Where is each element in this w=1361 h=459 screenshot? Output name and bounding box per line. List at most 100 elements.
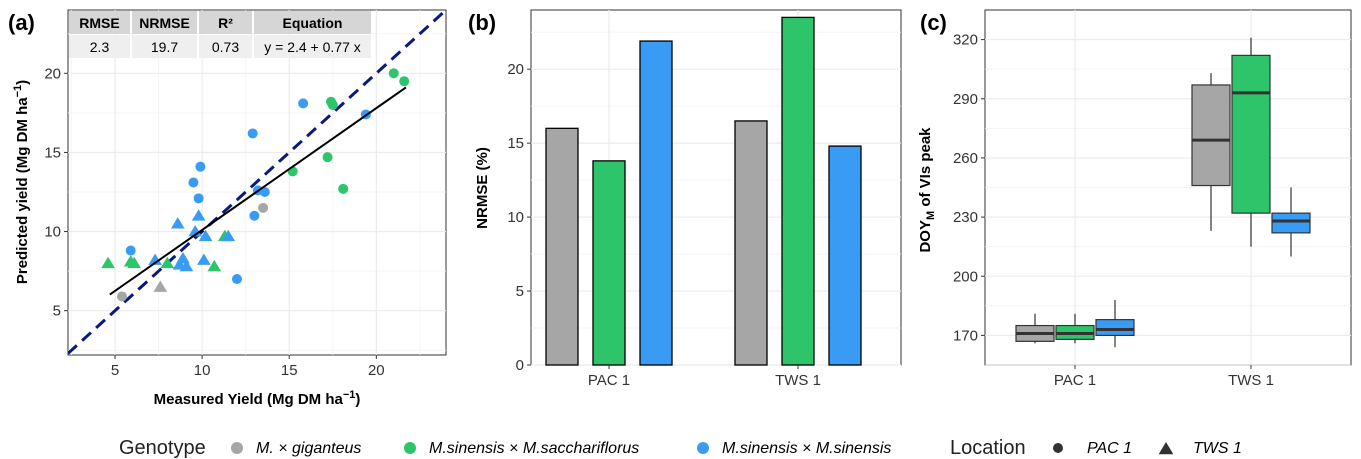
table-value-cell [199,35,252,58]
x-tick-label: TWS 1 [775,372,821,389]
table-value: 19.7 [151,39,178,55]
panel-b-axes: 0 5 10 15 20 PAC 1 TWS 1 [507,61,821,389]
y-tick-label: 260 [953,150,978,167]
bar [639,40,673,366]
panel-a-label: (a) [8,10,35,35]
table-value: 2.3 [90,39,110,55]
table-value: 0.73 [212,39,239,55]
scatter-point-tws [127,256,142,269]
scatter-point-tws [160,256,175,269]
legend-location-swatch [1158,442,1174,455]
table-header: Equation [283,15,343,31]
table-header: RMSE [79,15,119,31]
panel-a: RMSE 2.3 NRMSE 19.7 R² 0.73 Equation y = 2.4 + … [8,9,447,408]
x-tick-label: 20 [368,362,385,379]
scatter-point-pac [125,245,136,256]
panel-b-y-title: NRMSE (%) [474,147,491,229]
legend-genotype-label: M.sinensis × M.sinensis [722,440,891,457]
legend-location-label: PAC 1 [1087,440,1132,457]
y-tick-label: 320 [953,32,978,49]
scatter-point-pac [249,210,260,221]
panel-c-marks [1015,37,1311,348]
identity-line [68,10,446,355]
x-tick-label: 5 [111,362,119,379]
table-value: y = 2.4 + 0.77 x [264,39,361,55]
scatter-point-tws [221,229,236,242]
legend-location-swatch [1053,443,1063,453]
legend-genotype-label: M. × giganteus [256,440,361,457]
y-tick-label: 20 [507,61,524,78]
y-tick-label: 230 [953,209,978,226]
scatter-point-pac [388,68,399,79]
panel-a-marks [68,10,446,355]
table-header-cell [132,11,197,34]
scatter-point-pac [327,99,338,110]
table-header: R² [218,15,233,31]
scatter-point-pac [193,193,204,204]
table-header-cell [254,11,371,34]
fit-line [109,86,407,296]
panel-b: 0 5 10 15 20 PAC 1 TWS 1 (b) NRMSE (%) [468,9,902,389]
scatter-point-tws [197,253,211,265]
table-value-cell [132,35,197,58]
legend: Genotype M. × giganteus M.sinensis × M.sac… [119,437,1242,459]
y-tick-label: 10 [507,209,524,226]
scatter-point-tws [101,256,115,269]
x-tick-label: TWS 1 [1228,372,1274,389]
y-tick-label: 5 [53,303,61,320]
legend-genotype-swatch [697,442,709,454]
y-tick-label: 200 [953,268,978,285]
scatter-point-tws [172,258,187,270]
panel-c-label: (c) [920,10,947,35]
scatter-point-tws [207,259,222,272]
panel-b-marks [545,16,862,366]
legend-genotype-title: Genotype [119,437,206,459]
scatter-point-pac [259,186,270,197]
bar [828,145,862,366]
scatter-point-pac [247,128,258,139]
legend-genotype-label: M.sinensis × M.sacchariflorus [429,440,639,457]
scatter-point-pac [195,161,206,172]
scatter-point-tws [148,253,162,265]
table-value-cell [69,35,130,58]
panel-a-axes: 5 5 10 10 15 15 20 20 [44,65,384,379]
y-tick-label: 290 [953,91,978,108]
bar [545,127,579,366]
y-tick-label: 20 [44,65,61,82]
bar [734,120,768,366]
box [1231,54,1271,214]
bar [781,16,815,366]
scatter-point-pac [338,183,349,194]
panel-c-y-title: DOYM of VIs peak [917,127,937,253]
y-tick-label: 15 [507,135,524,152]
legend-genotype-swatch [404,442,416,454]
x-tick-label: 15 [281,362,298,379]
table-header-cell [69,11,130,34]
bar [592,160,626,366]
table-value-cell [254,35,371,58]
scatter-point-pac [117,291,127,302]
scatter-point-pac [231,274,242,285]
x-tick-label: PAC 1 [1054,372,1096,389]
box [1191,84,1231,187]
scatter-point-pac [399,76,410,87]
panel-a-x-title: Measured Yield (Mg DM ha−1) [154,389,361,408]
y-tick-label: 5 [516,283,524,300]
legend-location-label: TWS 1 [1193,440,1242,457]
legend-location-title: Location [950,437,1026,459]
x-tick-label: 10 [194,362,211,379]
scatter-point-pac [298,98,309,109]
panel-c-axes: 170 200 230 260 290 320 PAC 1 TWS 1 [953,32,1274,389]
panel-b-label: (b) [468,10,496,35]
stats-table: RMSE 2.3 NRMSE 19.7 R² 0.73 Equation y = 2.4 + … [69,11,371,58]
y-tick-label: 0 [516,357,524,374]
x-tick-label: PAC 1 [588,372,630,389]
box [1095,319,1135,337]
scatter-point-pac [258,202,269,213]
scatter-point-pac [188,177,199,188]
y-tick-label: 10 [44,224,61,241]
y-tick-label: 15 [44,144,61,161]
scatter-point-tws [153,280,168,292]
scatter-point-pac [322,152,333,163]
